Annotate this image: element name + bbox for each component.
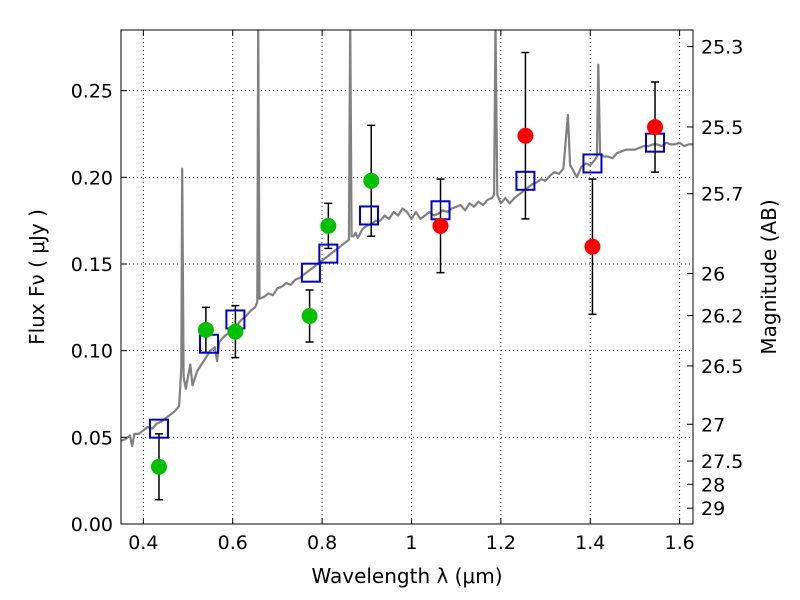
template-spectrum-line xyxy=(121,30,693,448)
observed-photometry-point xyxy=(227,323,244,340)
y2-axis-label: Magnitude (AB) xyxy=(757,199,781,354)
y-tick-label: 0.10 xyxy=(71,341,113,363)
template-spectrum xyxy=(121,30,693,448)
x-axis-label: Wavelength λ (μm) xyxy=(311,564,502,588)
y-tick-label: 0.05 xyxy=(71,427,113,449)
x-tick-label: 0.8 xyxy=(307,532,337,554)
y2-tick-label: 29 xyxy=(701,498,725,520)
tick-labels: 0.4 0.6 0.8 1 1.2 1.4 1.6 0.00 0.05 0.10 0.15 0.20 0… xyxy=(71,37,744,554)
y-tick-label: 0.00 xyxy=(71,514,113,536)
y-tick-label: 0.15 xyxy=(71,254,113,276)
y2-tick-label: 26.2 xyxy=(701,306,743,328)
grid-lines xyxy=(121,30,693,525)
y2-tick-label: 27 xyxy=(701,414,725,436)
x-tick-label: 1 xyxy=(405,532,417,554)
model-photometry-square xyxy=(359,205,380,226)
observed-photometry-point xyxy=(363,172,380,189)
y2-tick-label: 26 xyxy=(701,263,725,285)
y2-tick-label: 28 xyxy=(701,474,725,496)
y-tick-label: 0.20 xyxy=(71,167,113,189)
y2-tick-label: 27.5 xyxy=(701,451,743,473)
y-axis-label: Flux Fν ( μJy ) xyxy=(25,209,49,345)
y2-tick-label: 26.5 xyxy=(701,356,743,378)
observed-photometry-point xyxy=(320,217,337,234)
model-photometry-square xyxy=(148,418,169,439)
model-photometry-square xyxy=(318,243,339,264)
data-points xyxy=(148,119,666,475)
x-tick-label: 1.6 xyxy=(664,532,694,554)
x-tick-label: 0.4 xyxy=(128,532,158,554)
observed-photometry-point xyxy=(432,217,449,234)
x-tick-label: 1.2 xyxy=(486,532,516,554)
model-photometry-square xyxy=(582,153,603,174)
observed-photometry-point xyxy=(150,458,167,475)
error-bars xyxy=(154,51,660,501)
observed-photometry-point xyxy=(301,308,318,324)
y2-tick-label: 25.7 xyxy=(701,184,743,206)
observed-photometry-point xyxy=(517,127,534,144)
axis-ticks xyxy=(121,30,693,525)
model-photometry-square xyxy=(515,170,536,191)
y2-tick-label: 25.5 xyxy=(701,117,743,139)
x-tick-label: 0.6 xyxy=(218,532,248,554)
model-photometry-square xyxy=(300,262,321,283)
plot-frame xyxy=(120,29,694,525)
y2-tick-label: 25.3 xyxy=(701,37,743,59)
observed-photometry-point xyxy=(197,321,214,338)
observed-photometry-point xyxy=(647,119,664,136)
observed-photometry-point xyxy=(584,238,601,255)
y-tick-label: 0.25 xyxy=(71,81,113,103)
x-tick-label: 1.4 xyxy=(575,532,605,554)
